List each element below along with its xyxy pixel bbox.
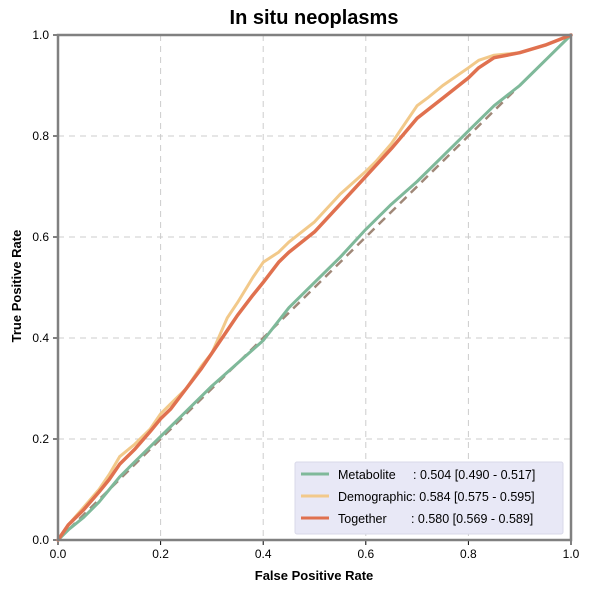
plot-frame — [56, 33, 573, 542]
series-lines — [56, 33, 573, 542]
x-tick-label: 1.0 — [563, 547, 580, 561]
y-tick-label: 0.8 — [32, 129, 49, 143]
chart-title: In situ neoplasms — [230, 7, 399, 29]
series-line-together — [56, 33, 573, 542]
legend-box — [294, 461, 564, 535]
x-axis-title: False Positive Rate — [255, 568, 374, 583]
x-tick-label: 0.8 — [460, 547, 477, 561]
y-tick-label: 0.6 — [32, 230, 49, 244]
legend-label-demographic: Demographic: 0.584 [0.575 - 0.595] — [338, 490, 535, 504]
series-line-metabolite — [56, 33, 573, 542]
legend-label-together: Together : 0.580 [0.569 - 0.589] — [338, 512, 533, 526]
grid-lines — [58, 35, 571, 540]
y-axis-title: True Positive Rate — [9, 230, 24, 343]
y-tick-label: 1.0 — [32, 28, 49, 42]
axis-ticks: 0.0 0.2 0.4 0.6 0.8 1.0 0.0 0.2 0.4 0.6 0.8 1.0 — [32, 28, 579, 561]
legend-label-metabolite: Metabolite : 0.504 [0.490 - 0.517] — [338, 468, 535, 482]
y-tick-label: 0.0 — [32, 533, 49, 547]
y-tick-label: 0.4 — [32, 331, 49, 345]
legend: Metabolite : 0.504 [0.490 - 0.517] Demogr… — [294, 461, 564, 535]
x-tick-label: 0.6 — [357, 547, 374, 561]
x-tick-label: 0.0 — [50, 547, 67, 561]
y-tick-label: 0.2 — [32, 432, 49, 446]
x-tick-label: 0.4 — [255, 547, 272, 561]
x-tick-label: 0.2 — [152, 547, 169, 561]
series-line-demographic — [56, 33, 573, 542]
